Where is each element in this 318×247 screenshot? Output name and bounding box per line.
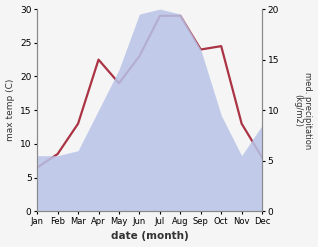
- X-axis label: date (month): date (month): [111, 231, 189, 242]
- Y-axis label: med. precipitation
(kg/m2): med. precipitation (kg/m2): [293, 72, 313, 149]
- Y-axis label: max temp (C): max temp (C): [5, 79, 15, 141]
